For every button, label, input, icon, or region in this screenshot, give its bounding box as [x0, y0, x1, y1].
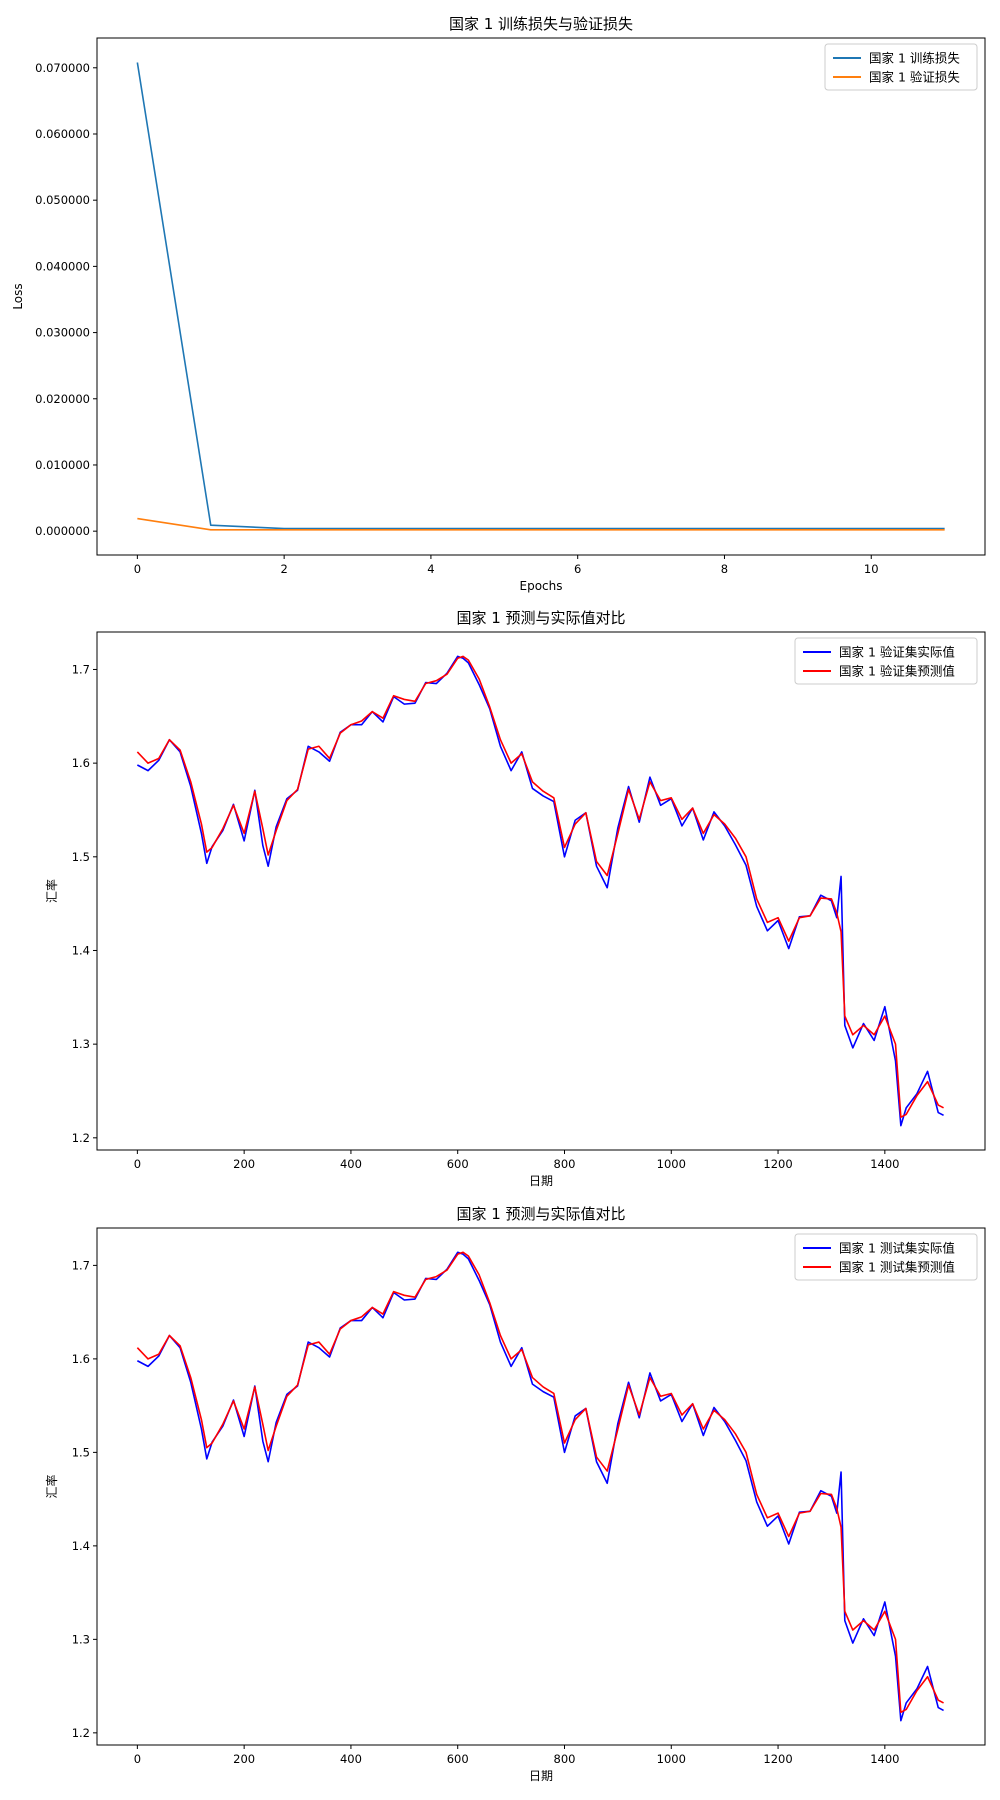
x-tick-label: 400	[340, 1157, 362, 1171]
y-tick-label: 0.070000	[35, 61, 90, 75]
x-tick-label: 600	[447, 1752, 469, 1766]
y-tick-label: 1.3	[72, 1632, 90, 1646]
legend-box	[794, 637, 978, 685]
y-tick-label: 0.040000	[35, 259, 90, 273]
y-tick-label: 1.4	[72, 943, 90, 957]
legend-box	[794, 1233, 978, 1281]
y-tick-label: 1.5	[72, 1445, 90, 1459]
chart-title: 国家 1 预测与实际值对比	[456, 609, 625, 627]
x-tick-label: 2	[280, 562, 287, 576]
chart-3: 国家 1 预测与实际值对比 0 200 400 600 800 1000 1200 1400 1.…	[44, 1205, 986, 1783]
y-tick-label: 0.030000	[35, 326, 90, 340]
x-tick-label: 400	[340, 1752, 362, 1766]
y-tick-label: 1.2	[72, 1726, 90, 1740]
chart-2: 国家 1 预测与实际值对比 0 200 400 600 800 1000 1200 1400 1.…	[44, 609, 986, 1188]
x-tick-label: 1400	[870, 1157, 899, 1171]
y-tick-label: 1.7	[72, 1258, 90, 1272]
x-axis-label: 日期	[529, 1174, 553, 1188]
y-tick-label: 1.6	[72, 1352, 90, 1366]
y-tick-label: 0.010000	[35, 458, 90, 472]
series-line-2	[137, 517, 945, 531]
legend-label: 国家 1 验证集实际值	[839, 645, 955, 660]
y-tick-label: 0.000000	[35, 524, 90, 538]
chart-1: 国家 1 训练损失与验证损失 0 2 4 6 8 10 0.000000 0.010000 0.0…	[11, 15, 986, 593]
x-tick-label: 6	[574, 562, 581, 576]
x-axis-label: Epochs	[520, 579, 563, 593]
y-tick-label: 1.3	[72, 1037, 90, 1051]
plot-frame	[96, 631, 986, 1151]
x-axis-label: 日期	[529, 1769, 553, 1783]
legend-label: 国家 1 训练损失	[869, 51, 960, 66]
y-tick-label: 1.7	[72, 662, 90, 676]
series-line-2	[136, 1251, 944, 1714]
y-axis-label: Loss	[11, 283, 25, 309]
chart-title: 国家 1 训练损失与验证损失	[449, 15, 633, 33]
x-tick-label: 800	[554, 1157, 576, 1171]
y-tick-label: 1.6	[72, 756, 90, 770]
x-tick-label: 0	[134, 562, 141, 576]
x-tick-label: 1400	[870, 1752, 899, 1766]
x-tick-label: 8	[721, 562, 728, 576]
legend-label: 国家 1 测试集实际值	[839, 1241, 955, 1256]
plot-frame	[96, 37, 986, 556]
y-axis-label: 汇率	[44, 1474, 59, 1498]
chart-title: 国家 1 预测与实际值对比	[456, 1205, 625, 1223]
legend-box	[824, 43, 978, 91]
series-line-2	[136, 655, 944, 1119]
x-tick-label: 0	[134, 1157, 141, 1171]
x-tick-label: 1000	[657, 1157, 686, 1171]
x-tick-label: 1200	[763, 1752, 792, 1766]
y-tick-label: 0.050000	[35, 193, 90, 207]
x-tick-label: 1200	[763, 1157, 792, 1171]
series-line-1	[136, 62, 945, 530]
y-tick-label: 1.5	[72, 850, 90, 864]
y-tick-label: 1.2	[72, 1131, 90, 1145]
y-tick-label: 0.060000	[35, 127, 90, 141]
x-tick-label: 800	[554, 1752, 576, 1766]
plot-frame	[96, 1227, 986, 1746]
x-tick-label: 0	[134, 1752, 141, 1766]
x-tick-label: 600	[447, 1157, 469, 1171]
x-tick-label: 200	[233, 1157, 255, 1171]
x-tick-label: 200	[233, 1752, 255, 1766]
x-tick-label: 1000	[657, 1752, 686, 1766]
legend-label: 国家 1 验证损失	[869, 70, 960, 85]
y-tick-label: 0.020000	[35, 392, 90, 406]
y-tick-label: 1.4	[72, 1539, 90, 1553]
y-axis-label: 汇率	[44, 879, 59, 903]
legend-label: 国家 1 验证集预测值	[839, 664, 955, 679]
x-tick-label: 10	[864, 562, 879, 576]
series-line-1	[136, 655, 944, 1127]
series-line-1	[136, 1251, 944, 1722]
legend-label: 国家 1 测试集预测值	[839, 1260, 955, 1275]
x-tick-label: 4	[427, 562, 434, 576]
